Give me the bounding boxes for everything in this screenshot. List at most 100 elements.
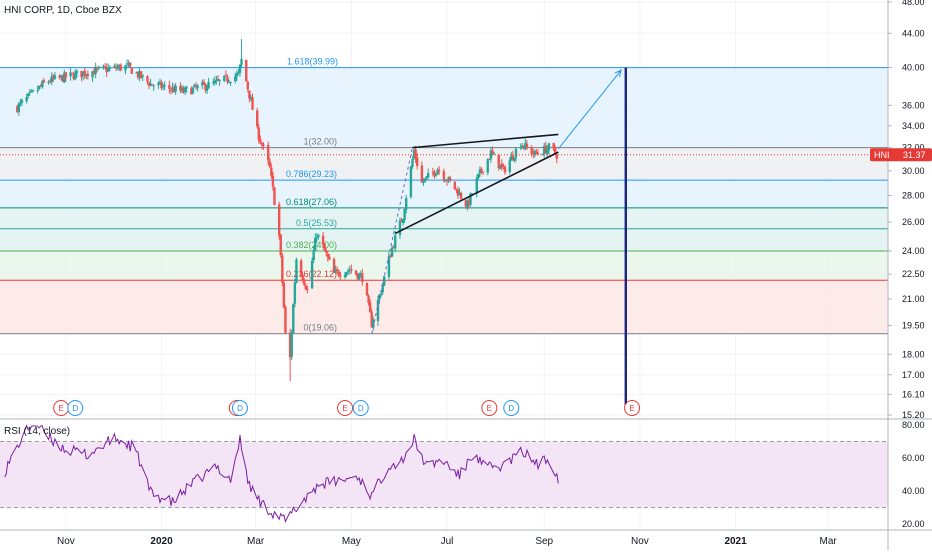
candle-up — [124, 65, 127, 71]
candle-up — [183, 87, 187, 92]
candle-up — [513, 157, 516, 161]
candle-up — [85, 74, 88, 77]
candle-up — [478, 169, 482, 174]
candle-up — [343, 274, 347, 278]
candle-up — [447, 177, 450, 181]
candle-up — [116, 67, 119, 69]
candle-down — [370, 312, 373, 328]
candle-down — [497, 154, 500, 169]
price-tick-label: 26.00 — [902, 217, 925, 227]
earnings-event-marker[interactable]: E — [337, 400, 354, 416]
candle-down — [226, 76, 229, 82]
dividend-event-marker[interactable]: D — [352, 400, 369, 416]
candle-up — [50, 76, 53, 83]
rsi-title: RSI (14, close) — [4, 426, 70, 437]
candle-down — [16, 106, 19, 113]
price-tick-label: 22.50 — [902, 269, 925, 279]
earnings-event-marker[interactable]: E — [624, 400, 641, 416]
time-tick-label: Mar — [819, 536, 837, 547]
price-tick-label: 19.50 — [902, 321, 925, 331]
candle-up — [381, 284, 384, 293]
candle-down — [503, 166, 507, 173]
candle-down — [259, 139, 262, 143]
candle-up — [59, 75, 63, 77]
candle-down — [532, 153, 535, 155]
candle-down — [279, 234, 282, 256]
candle-up — [213, 80, 217, 84]
fib-zone-0.5 — [0, 228, 888, 251]
candle-up — [94, 67, 97, 74]
candle-up — [163, 85, 166, 87]
candle-down — [288, 332, 292, 358]
candle-down — [271, 175, 275, 187]
candle-down — [350, 269, 353, 271]
candle-up — [458, 192, 461, 196]
rsi-tick-label: 40.00 — [902, 486, 925, 496]
candle-down — [389, 256, 392, 258]
dividend-event-marker[interactable]: D — [67, 400, 84, 416]
candle-down — [491, 150, 494, 154]
price-tick-label: 44.00 — [902, 28, 925, 38]
time-tick-label: Nov — [57, 536, 75, 547]
event-marker-label: E — [58, 404, 63, 413]
dividend-event-marker[interactable]: D — [231, 400, 248, 416]
price-tick-label: 21.00 — [902, 294, 925, 304]
candle-down — [437, 169, 441, 172]
candle-down — [248, 90, 251, 99]
candle-down — [194, 85, 198, 88]
candle-up — [117, 65, 121, 69]
trend-drawings[interactable] — [0, 67, 888, 405]
candle-down — [169, 90, 173, 92]
fibonacci-retracement[interactable]: 1.618(39.99) 1(32.00) 0.786(29.23) 0.618(27… — [0, 57, 888, 335]
candle-up — [138, 71, 141, 78]
candle-up — [223, 75, 226, 81]
candle-up — [19, 102, 22, 104]
candle-down — [202, 81, 206, 85]
event-marker-label: D — [72, 404, 78, 413]
candle-down — [61, 75, 64, 82]
candle-down — [58, 75, 61, 78]
candle-up — [444, 180, 447, 182]
candle-up — [514, 148, 518, 158]
time-tick-label: Sep — [535, 536, 553, 547]
candle-down — [160, 82, 163, 88]
earnings-event-marker[interactable]: E — [53, 400, 70, 416]
candle-down — [400, 220, 403, 222]
candle-down — [326, 253, 329, 258]
candle-up — [293, 282, 297, 304]
price-tick-label: 48.00 — [902, 0, 925, 7]
candle-down — [442, 171, 446, 180]
candle-up — [75, 70, 79, 74]
event-marker-circle — [231, 400, 248, 416]
event-marker-circle — [481, 400, 498, 416]
candle-down — [96, 67, 99, 69]
projection-arrow-line[interactable] — [557, 69, 622, 150]
earnings-event-marker[interactable]: E — [481, 400, 498, 416]
candle-down — [179, 86, 182, 91]
candle-up — [401, 218, 405, 224]
candle-up — [405, 198, 408, 210]
time-tick-label: Jul — [441, 536, 454, 547]
rising-wedge-upper-line[interactable] — [412, 133, 559, 149]
time-tick-label: May — [342, 536, 361, 547]
rising-wedge-lower-line[interactable] — [394, 151, 559, 235]
candle-down — [168, 85, 171, 89]
candle-up — [227, 81, 231, 83]
candle-down — [130, 67, 133, 75]
rsi-band-fill — [0, 441, 888, 508]
candle-down — [337, 271, 340, 276]
dividend-event-marker[interactable]: D — [503, 400, 520, 416]
event-markers[interactable]: EDEDEDEDE — [53, 400, 641, 416]
candle-up — [346, 270, 350, 272]
candle-down — [456, 189, 460, 196]
candle-down — [182, 88, 185, 93]
candle-up — [185, 87, 188, 89]
candle-up — [28, 92, 31, 94]
fib-trend-line[interactable] — [371, 147, 413, 334]
candle-down — [146, 76, 149, 82]
candle-down — [414, 149, 417, 159]
candle-up — [17, 103, 21, 113]
candle-up — [521, 145, 524, 149]
